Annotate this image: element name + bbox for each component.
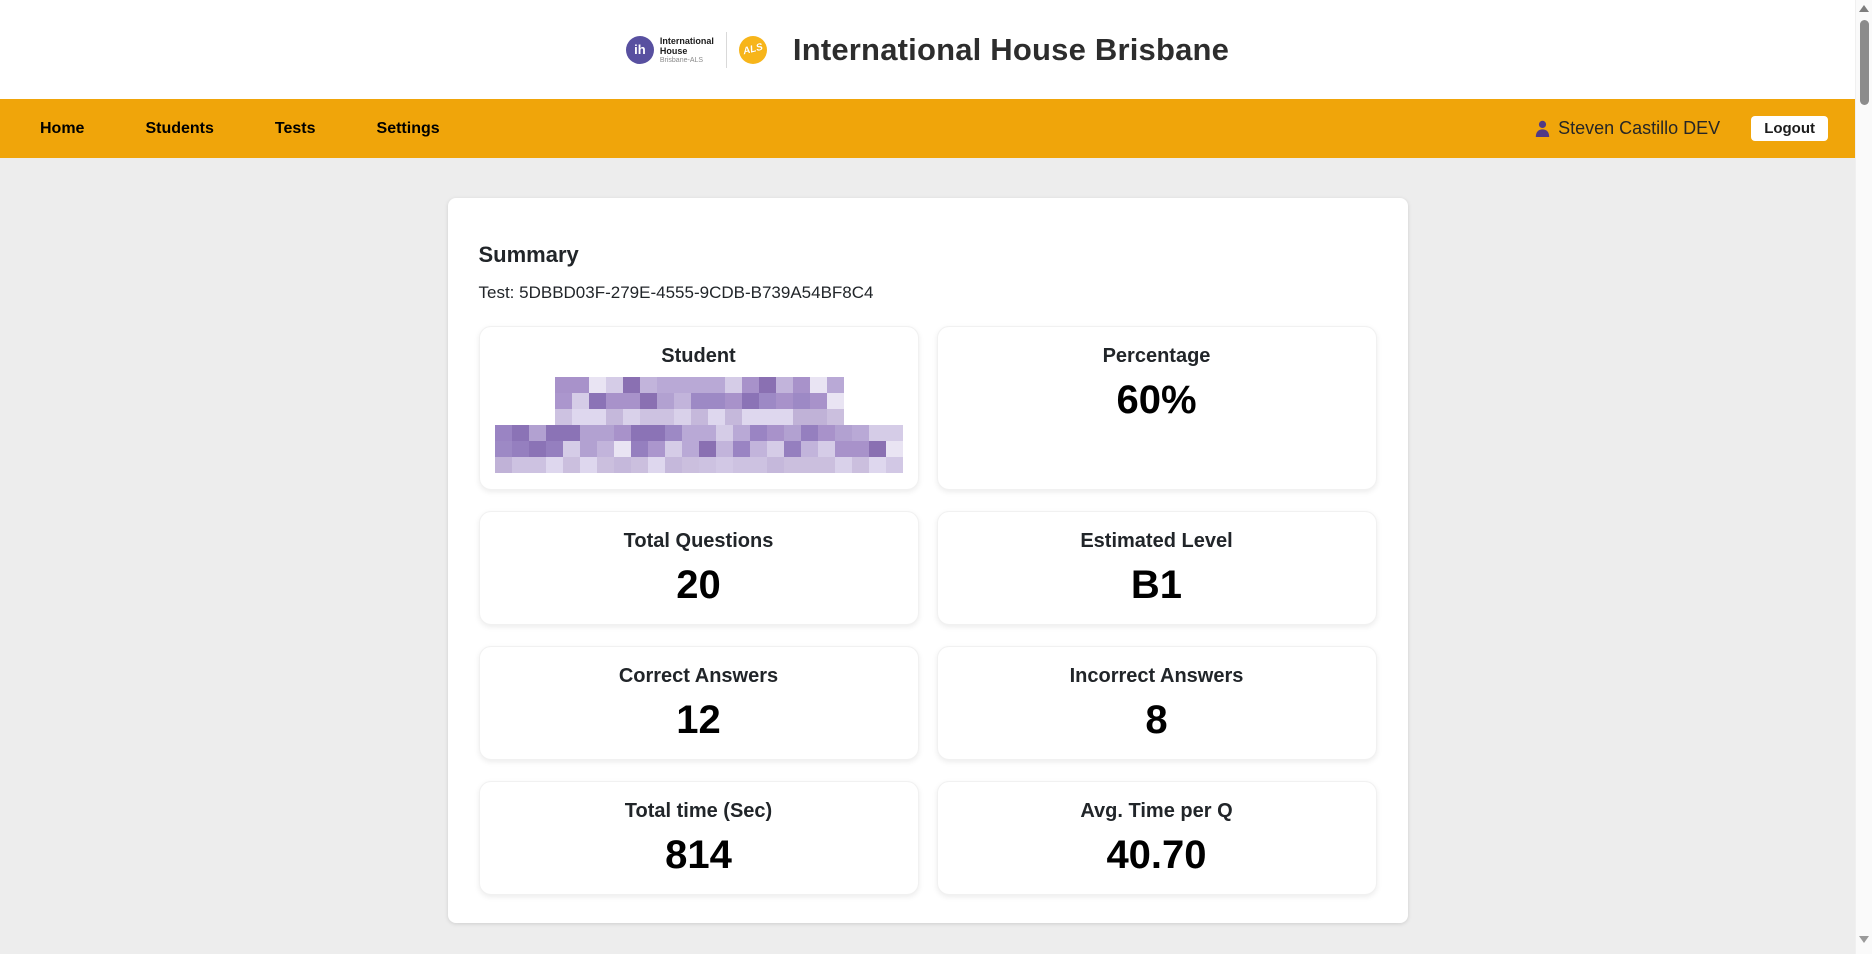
stat-value: 60% — [1116, 378, 1197, 422]
logo-subtitle: Brisbane-ALS — [659, 56, 704, 64]
logo-wordmark: International House Brisbane-ALS — [660, 36, 714, 64]
ih-logo-text: ih — [634, 42, 646, 57]
nav-menu: Home Students Tests Settings — [40, 120, 440, 138]
stat-grid: Student Percentage 60% Total Questions 2… — [478, 326, 1377, 895]
nav-item-settings[interactable]: Settings — [376, 119, 440, 137]
scrollbar-up-arrow-icon[interactable] — [1859, 5, 1869, 12]
summary-heading: Summary — [478, 242, 579, 267]
nav-item-home[interactable]: Home — [40, 119, 85, 137]
logo-name-line1: International — [659, 35, 714, 46]
stat-value: 20 — [676, 563, 721, 607]
stat-title: Avg. Time per Q — [1080, 800, 1233, 822]
stat-value: B1 — [1130, 563, 1183, 607]
stat-card-correct-answers: Correct Answers 12 — [478, 646, 919, 760]
ih-logo-icon: ih — [625, 35, 654, 64]
als-logo-icon: ALS — [738, 35, 767, 64]
summary-card: Summary Test: 5DBBD03F-279E-4555-9CDB-B7… — [447, 198, 1408, 923]
test-id-label: Test: 5DBBD03F-279E-4555-9CDB-B739A54BF8… — [478, 283, 874, 302]
header: ih International House Brisbane-ALS ALS … — [0, 0, 1855, 99]
logo-name-line2: House — [659, 45, 688, 56]
redacted-student-name — [494, 377, 903, 473]
stat-card-incorrect-answers: Incorrect Answers 8 — [936, 646, 1377, 760]
vertical-scrollbar[interactable] — [1855, 0, 1872, 954]
page-title: International House Brisbane — [792, 31, 1230, 67]
stat-value: 40.70 — [1106, 833, 1207, 877]
stat-card-student: Student — [478, 326, 919, 490]
stat-card-total-time: Total time (Sec) 814 — [478, 781, 919, 895]
stat-value: 8 — [1145, 698, 1168, 742]
stat-card-avg-time: Avg. Time per Q 40.70 — [936, 781, 1377, 895]
navbar: Home Students Tests Settings Steven Cast… — [0, 99, 1855, 158]
user-icon — [1535, 120, 1550, 137]
site-logo[interactable]: ih International House Brisbane-ALS ALS — [625, 31, 767, 68]
main-area: Summary Test: 5DBBD03F-279E-4555-9CDB-B7… — [0, 198, 1855, 954]
logo-divider — [725, 31, 727, 68]
stat-title: Correct Answers — [618, 665, 779, 687]
nav-item-tests[interactable]: Tests — [274, 119, 316, 137]
stat-card-total-questions: Total Questions 20 — [478, 511, 919, 625]
scrollbar-thumb[interactable] — [1860, 20, 1869, 105]
nav-user-area: Steven Castillo DEV Logout — [1535, 116, 1828, 141]
stat-title: Incorrect Answers — [1069, 665, 1244, 687]
nav-item-students[interactable]: Students — [145, 119, 214, 137]
stat-card-estimated-level: Estimated Level B1 — [936, 511, 1377, 625]
stat-title: Percentage — [1102, 345, 1211, 367]
stat-title: Total Questions — [623, 530, 774, 552]
stat-title: Total time (Sec) — [624, 800, 773, 822]
logged-in-user: Steven Castillo DEV — [1558, 118, 1721, 138]
als-logo-text: ALS — [741, 41, 764, 58]
stat-title: Estimated Level — [1080, 530, 1233, 552]
logout-button[interactable]: Logout — [1751, 116, 1828, 141]
stat-title: Student — [661, 345, 736, 367]
stat-value: 12 — [676, 698, 721, 742]
stat-card-percentage: Percentage 60% — [936, 326, 1377, 490]
brand: ih International House Brisbane-ALS ALS … — [625, 31, 1230, 68]
scrollbar-down-arrow-icon[interactable] — [1859, 936, 1869, 943]
stat-value: 814 — [665, 833, 732, 877]
